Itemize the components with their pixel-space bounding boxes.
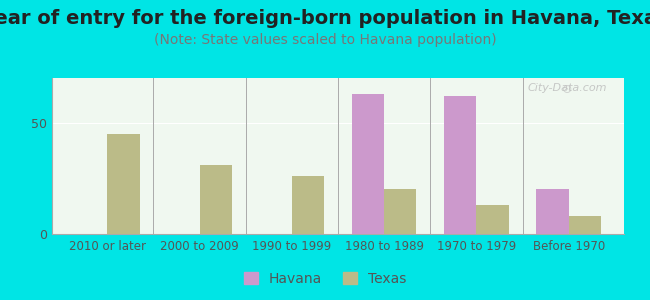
Bar [569, 216, 601, 234]
Bar [107, 134, 140, 234]
Bar [292, 176, 324, 234]
Text: City-Data.com: City-Data.com [527, 83, 607, 93]
Legend: Havana, Texas: Havana, Texas [240, 268, 410, 290]
Bar [352, 94, 384, 234]
Bar [444, 96, 476, 234]
Bar [384, 189, 417, 234]
Text: (Note: State values scaled to Havana population): (Note: State values scaled to Havana pop… [153, 33, 497, 47]
Bar [536, 189, 569, 234]
Text: Year of entry for the foreign-born population in Havana, Texas: Year of entry for the foreign-born popul… [0, 9, 650, 28]
Bar [200, 165, 232, 234]
Bar [476, 205, 509, 234]
Text: ⊙: ⊙ [562, 83, 573, 96]
